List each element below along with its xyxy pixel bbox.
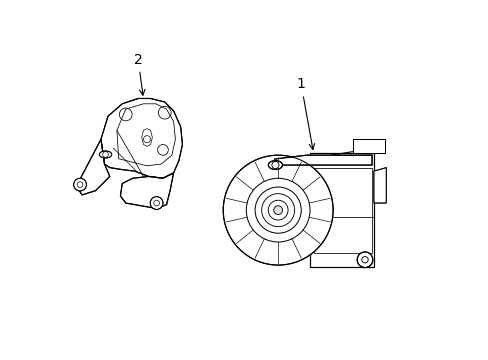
Polygon shape [120, 173, 173, 208]
Circle shape [150, 197, 163, 210]
Polygon shape [101, 99, 182, 178]
Text: 2: 2 [134, 53, 144, 95]
Circle shape [74, 178, 86, 191]
Ellipse shape [99, 151, 112, 158]
Circle shape [356, 252, 372, 267]
Ellipse shape [268, 161, 282, 170]
Circle shape [273, 206, 282, 215]
Polygon shape [373, 168, 386, 203]
Polygon shape [309, 153, 373, 267]
Text: 1: 1 [296, 77, 314, 149]
Circle shape [223, 155, 332, 265]
Polygon shape [352, 139, 384, 153]
Polygon shape [78, 139, 110, 195]
Polygon shape [274, 155, 371, 165]
